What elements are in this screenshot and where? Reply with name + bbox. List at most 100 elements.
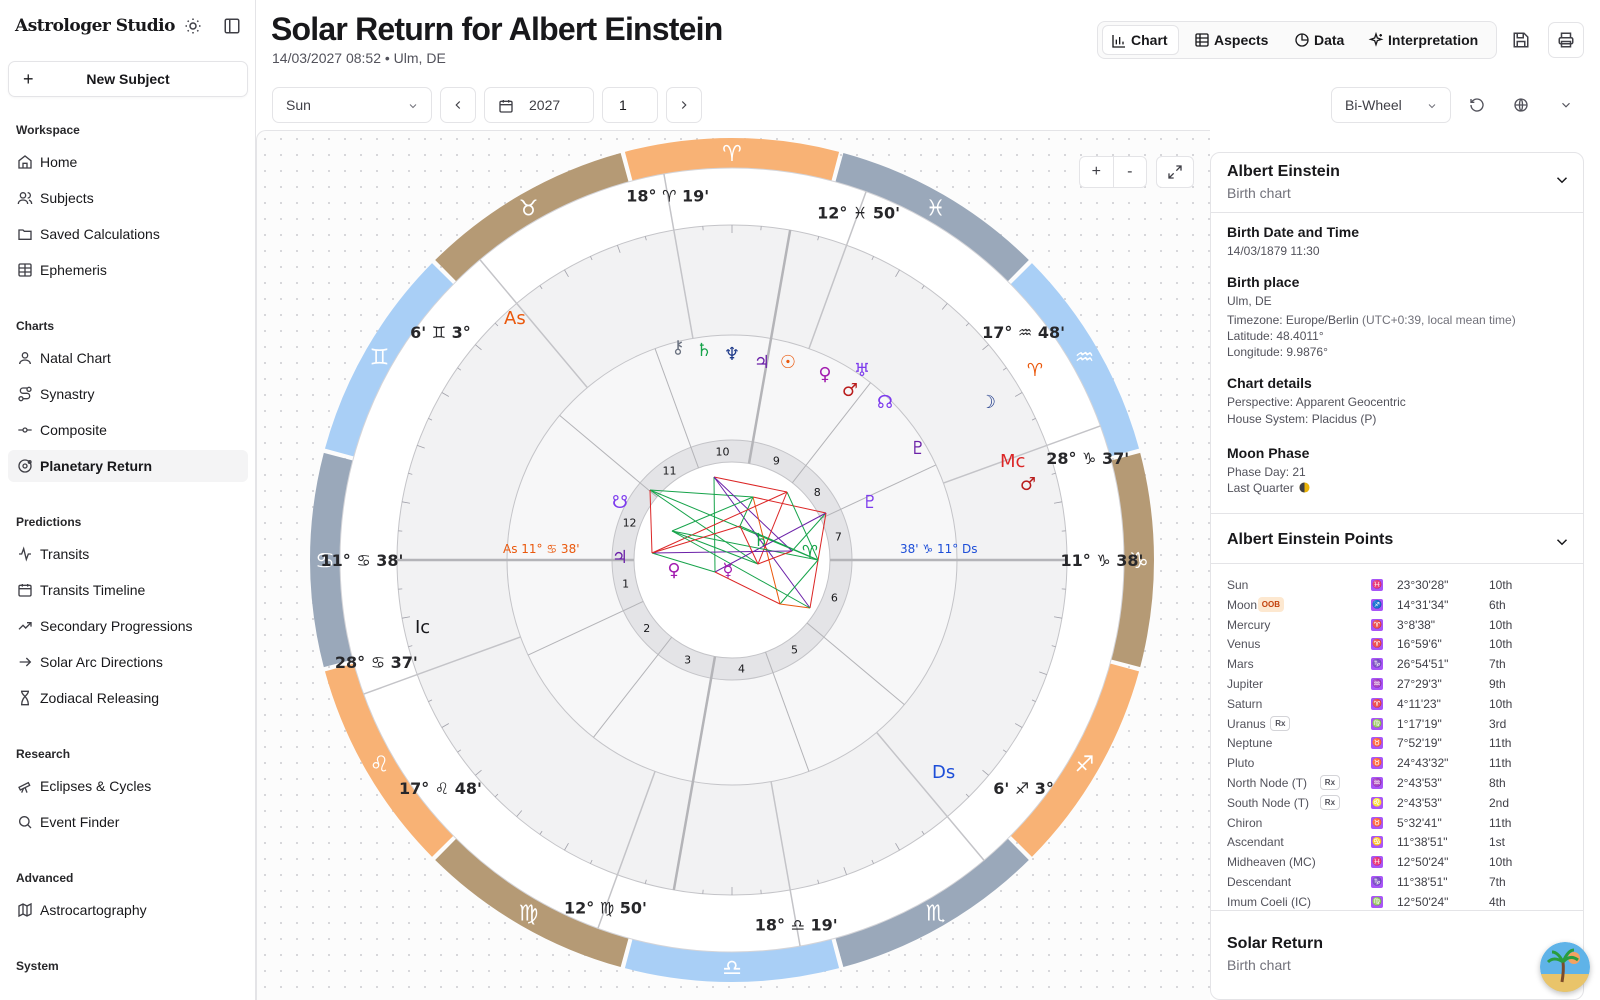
point-position: 2°43'53" <box>1397 776 1442 790</box>
year-picker[interactable]: 2027 <box>484 87 594 123</box>
degree-tick <box>402 501 411 504</box>
cusp-label: 6' ♐ 3° <box>993 779 1054 798</box>
sign-glyph-libra: ♎ <box>722 956 742 981</box>
sidebar-item-transits-timeline[interactable]: Transits Timeline <box>8 574 248 606</box>
sidebar-item-natal-chart[interactable]: Natal Chart <box>8 342 248 374</box>
degree-tick <box>965 322 970 327</box>
degree-tick <box>817 879 820 884</box>
sidebar-item-event-finder[interactable]: Event Finder <box>8 806 248 838</box>
divider <box>1211 563 1583 564</box>
point-house: 4th <box>1489 894 1506 909</box>
house-cusp-line <box>527 600 644 656</box>
sidebar-item-eclipses-cycles[interactable]: Eclipses & Cycles <box>8 770 248 802</box>
points-row: Uranus Rx ♍ 1°17'19" 3rd <box>1227 714 1527 734</box>
collapse-chevron-icon[interactable] <box>1553 171 1571 189</box>
point-house: 2nd <box>1489 795 1510 810</box>
sidebar-item-subjects[interactable]: Subjects <box>8 182 248 214</box>
assistant-avatar-button[interactable] <box>1540 942 1590 992</box>
planet-glyph-icon: ♀ <box>667 560 680 581</box>
chevron-down-icon <box>409 104 417 109</box>
globe-icon <box>1514 98 1528 112</box>
sidebar-item-zodiacal-releasing[interactable]: Zodiacal Releasing <box>8 682 248 714</box>
sidebar-item-planetary-return[interactable]: Planetary Return <box>8 450 248 482</box>
degree-tick <box>1014 723 1023 728</box>
point-position: 7°52'19" <box>1397 736 1442 751</box>
point-position: 11°38'51" <box>1397 875 1448 889</box>
points-row: Mars ♑ 26°54'51" 7th <box>1227 654 1527 674</box>
perspective-value: Perspective: Apparent Geocentric <box>1227 395 1406 409</box>
subject-name: Albert Einstein <box>1227 163 1340 180</box>
cusp-label: 6' ♊ 3° <box>410 323 471 342</box>
zoom-out-button[interactable]: - <box>1127 163 1133 180</box>
print-button[interactable] <box>1548 22 1584 58</box>
degree-tick <box>1014 392 1023 397</box>
tab-chart[interactable]: Chart <box>1102 25 1179 55</box>
theme-toggle-sun-icon[interactable] <box>179 12 207 40</box>
sidebar-item-transits[interactable]: Transits <box>8 538 248 570</box>
sidebar-item-secondary-progressions[interactable]: Secondary Progressions <box>8 610 248 642</box>
calendar-icon <box>499 100 513 113</box>
planet-glyph-icon: ♈ <box>802 542 818 563</box>
aspect-line <box>649 489 653 554</box>
sidebar-item-home[interactable]: Home <box>8 146 248 178</box>
tab-aspects[interactable]: Aspects <box>1186 25 1278 55</box>
zoom-in-button[interactable]: + <box>1080 157 1114 187</box>
aspect-line <box>757 550 793 565</box>
fullscreen-button[interactable] <box>1156 156 1194 188</box>
sidebar-item-composite[interactable]: Composite <box>8 414 248 446</box>
count-input[interactable]: 1 <box>602 87 658 123</box>
house-number: 4 <box>738 663 745 676</box>
sign-icon: ♒ <box>1371 777 1383 789</box>
point-house: 11th <box>1489 815 1512 830</box>
sidebar-item-saved-calculations[interactable]: Saved Calculations <box>8 218 248 250</box>
degree-tick <box>871 256 874 261</box>
sidebar-item-label: Transits Timeline <box>40 582 146 598</box>
sidebar-toggle-icon[interactable] <box>218 12 246 40</box>
refresh-icon <box>1470 98 1484 112</box>
next-button[interactable] <box>666 87 702 123</box>
degree-tick <box>982 344 989 351</box>
sidebar-item-label: Planetary Return <box>40 458 153 474</box>
sidebar-item-astrocartography[interactable]: Astrocartography <box>8 894 248 926</box>
planet-glyph-icon: ♄ <box>696 340 712 361</box>
latitude-value: Latitude: 48.4011° <box>1227 329 1324 343</box>
point-name: Midheaven (MC) <box>1227 855 1316 870</box>
tab-data[interactable]: Data <box>1286 25 1354 55</box>
sidebar-item-ephemeris[interactable]: Ephemeris <box>8 254 248 286</box>
point-position: 23°30'28" <box>1397 578 1449 592</box>
aspect-line <box>671 530 759 565</box>
save-button[interactable] <box>1503 22 1539 58</box>
sidebar-item-solar-arc-directions[interactable]: Solar Arc Directions <box>8 646 248 678</box>
sidebar-item-label: Home <box>40 154 78 170</box>
point-house: 7th <box>1489 875 1506 889</box>
new-subject-button[interactable]: + New Subject <box>8 61 248 97</box>
retrograde-badge: Rx <box>1319 794 1341 810</box>
orbit-icon <box>18 459 32 473</box>
planet-select-value: Sun <box>286 97 311 113</box>
globe-button[interactable] <box>1503 87 1539 123</box>
planet-select[interactable]: Sun <box>272 87 432 123</box>
sign-glyph-pisces: ♓ <box>926 197 946 222</box>
previous-button[interactable] <box>440 87 476 123</box>
moon-phase-label: Moon Phase <box>1227 445 1310 461</box>
house-system-value: House System: Placidus (P) <box>1227 412 1377 426</box>
count-value: 1 <box>619 97 627 113</box>
cusp-label: 12° ♓ 50' <box>817 203 900 222</box>
wheel-type-select[interactable]: Bi-Wheel <box>1331 87 1451 123</box>
points-row: Chiron ♉ 5°32'41" 11th <box>1227 813 1527 833</box>
more-options-button[interactable] <box>1548 87 1584 123</box>
tab-label: Data <box>1314 32 1345 48</box>
aspect-line <box>713 476 811 609</box>
aspect-line <box>649 489 754 498</box>
tab-label: Aspects <box>1214 32 1269 48</box>
trending-up-icon <box>18 622 32 630</box>
reset-button[interactable] <box>1459 87 1495 123</box>
aspect-line <box>714 571 781 605</box>
degree-tick <box>617 245 621 253</box>
tab-interpretation[interactable]: Interpretation <box>1360 25 1488 55</box>
sidebar-item-synastry[interactable]: Synastry <box>8 378 248 410</box>
collapse-chevron-icon[interactable] <box>1553 533 1571 551</box>
sign-segment-aquarius <box>1010 263 1140 457</box>
aspect-line <box>779 603 811 609</box>
